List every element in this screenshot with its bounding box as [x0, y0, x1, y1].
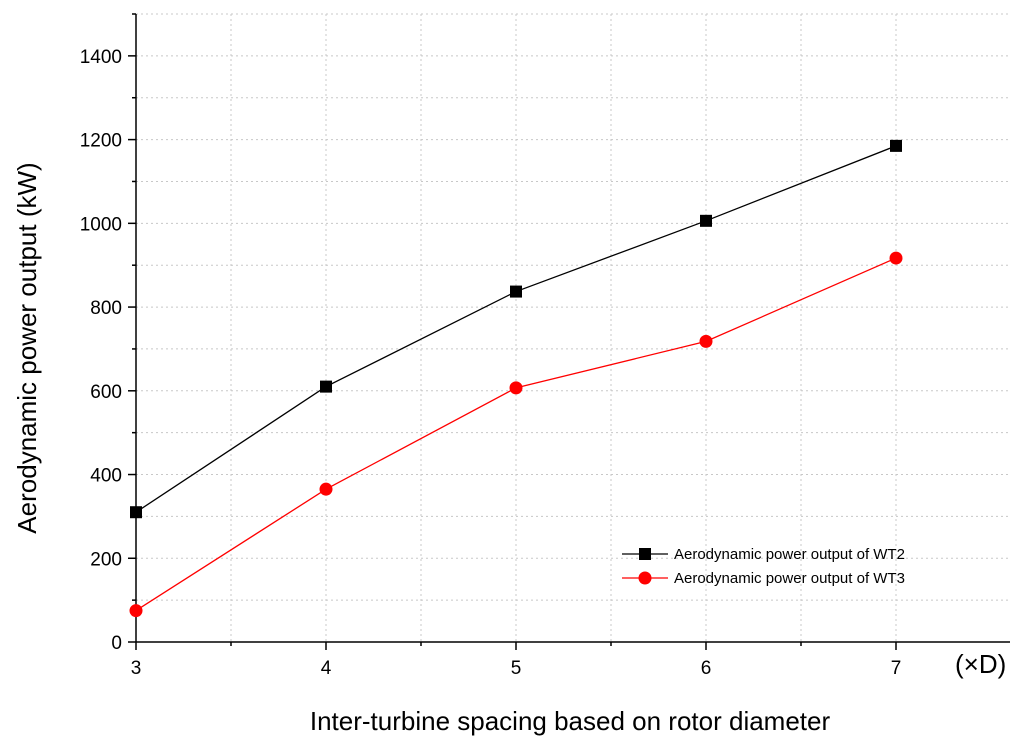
legend-label-2: Aerodynamic power output of WT3	[674, 570, 905, 587]
y-tick-label: 1000	[80, 214, 122, 235]
x-tick-label: 5	[511, 658, 522, 679]
x-axis-title: Inter-turbine spacing based on rotor dia…	[310, 706, 831, 736]
y-tick-label: 800	[90, 298, 122, 319]
y-tick-label: 1400	[80, 47, 122, 68]
legend-marker-circle	[638, 571, 652, 585]
y-tick-label: 600	[90, 382, 122, 403]
x-tick-label: 3	[131, 658, 142, 679]
legend-label-1: Aerodynamic power output of WT2	[674, 546, 905, 563]
data-point-square	[130, 506, 142, 519]
grid	[136, 13, 1010, 642]
data-point-circle	[509, 381, 523, 395]
x-tick-label: 7	[891, 658, 902, 679]
x-tick-label: 4	[321, 658, 332, 679]
y-tick-label: 200	[90, 549, 122, 570]
axes: 3 4 5 6 7 0 200 400 600 800 1000 1200 1400	[80, 13, 1010, 679]
legend-marker-square	[639, 548, 651, 560]
data-point-circle	[319, 482, 333, 496]
x-axis-unit-label: (×D)	[955, 649, 1006, 679]
data-point-circle	[699, 334, 713, 348]
data-point-circle	[129, 604, 143, 618]
data-point-square	[510, 285, 522, 298]
data-point-square	[320, 380, 332, 393]
y-axis-title: Aerodynamic power output (kW)	[12, 162, 42, 533]
series-layer	[129, 139, 903, 618]
y-tick-label: 1200	[80, 131, 122, 152]
data-point-square	[890, 139, 902, 152]
y-tick-label: 0	[111, 633, 122, 654]
y-tick-label: 400	[90, 466, 122, 487]
legend: Aerodynamic power output of WT2 Aerodynam…	[622, 546, 905, 587]
data-point-circle	[889, 251, 903, 265]
x-tick-label: 6	[701, 658, 712, 679]
data-point-square	[700, 214, 712, 227]
